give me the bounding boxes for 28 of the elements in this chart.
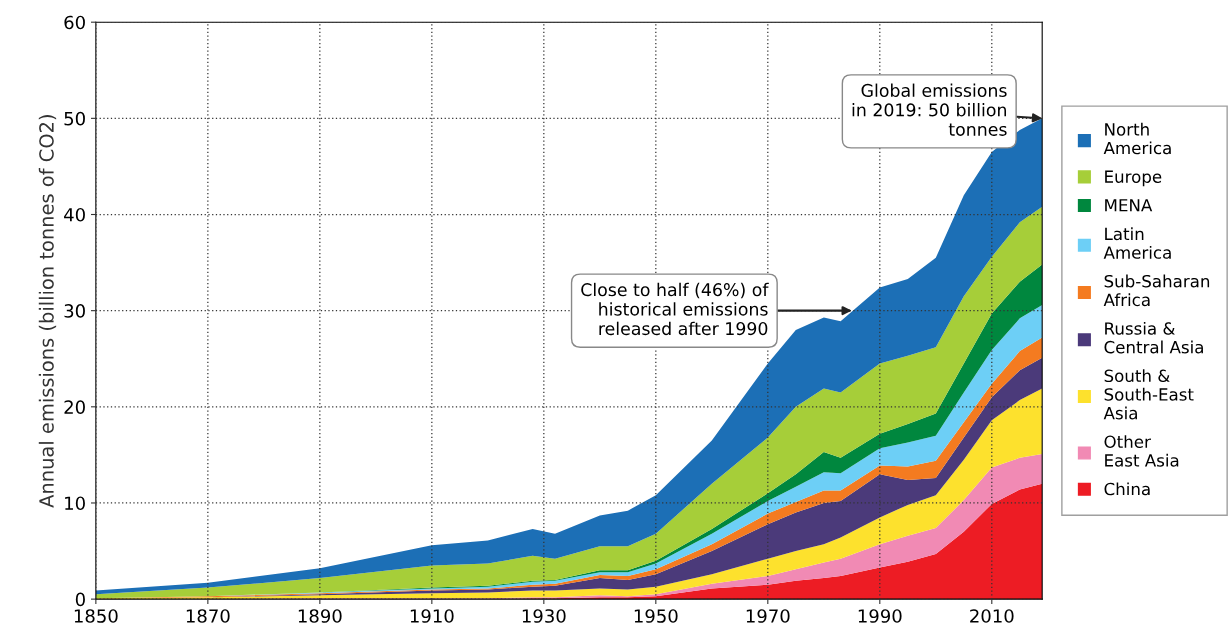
legend-label: Other East Asia bbox=[1104, 435, 1179, 467]
x-tick-label: 1970 bbox=[746, 609, 790, 623]
x-tick-label: 1950 bbox=[634, 609, 678, 623]
legend-label: North America bbox=[1103, 122, 1171, 155]
y-tick-label: 30 bbox=[64, 304, 85, 318]
y-tick-label: 50 bbox=[64, 111, 85, 126]
y-tick-label: 10 bbox=[65, 496, 85, 511]
legend-label: Latin America bbox=[1103, 227, 1171, 259]
annotation: Global emissions in 2019: 50 billion tonnes bbox=[852, 83, 1007, 136]
legend-label: China bbox=[1104, 482, 1150, 496]
legend-label: MENA bbox=[1105, 199, 1153, 212]
x-tick-label: 1850 bbox=[74, 609, 118, 623]
y-tick-label: 0 bbox=[75, 592, 85, 607]
x-tick-label: 2010 bbox=[970, 609, 1014, 623]
y-axis-title: Annual emissions (billion tonnes of CO2) bbox=[38, 115, 57, 508]
x-tick-label: 1890 bbox=[298, 609, 342, 623]
x-tick-label: 1930 bbox=[522, 609, 566, 623]
y-tick-label: 40 bbox=[64, 207, 85, 222]
legend-label: Sub-Saharan Africa bbox=[1103, 274, 1210, 307]
x-tick-label: 1990 bbox=[858, 609, 902, 623]
annotation: Close to half (46%) of historical emissions released after 1990 bbox=[581, 282, 769, 336]
y-tick-label: 60 bbox=[64, 15, 85, 30]
legend-label: South & South-East Asia bbox=[1103, 369, 1194, 420]
legend-label: Europe bbox=[1105, 170, 1162, 187]
x-tick-label: 1910 bbox=[410, 609, 454, 623]
x-tick-label: 1870 bbox=[186, 609, 230, 623]
y-tick-label: 20 bbox=[64, 400, 85, 414]
legend-label: Russia & Central Asia bbox=[1104, 321, 1203, 354]
